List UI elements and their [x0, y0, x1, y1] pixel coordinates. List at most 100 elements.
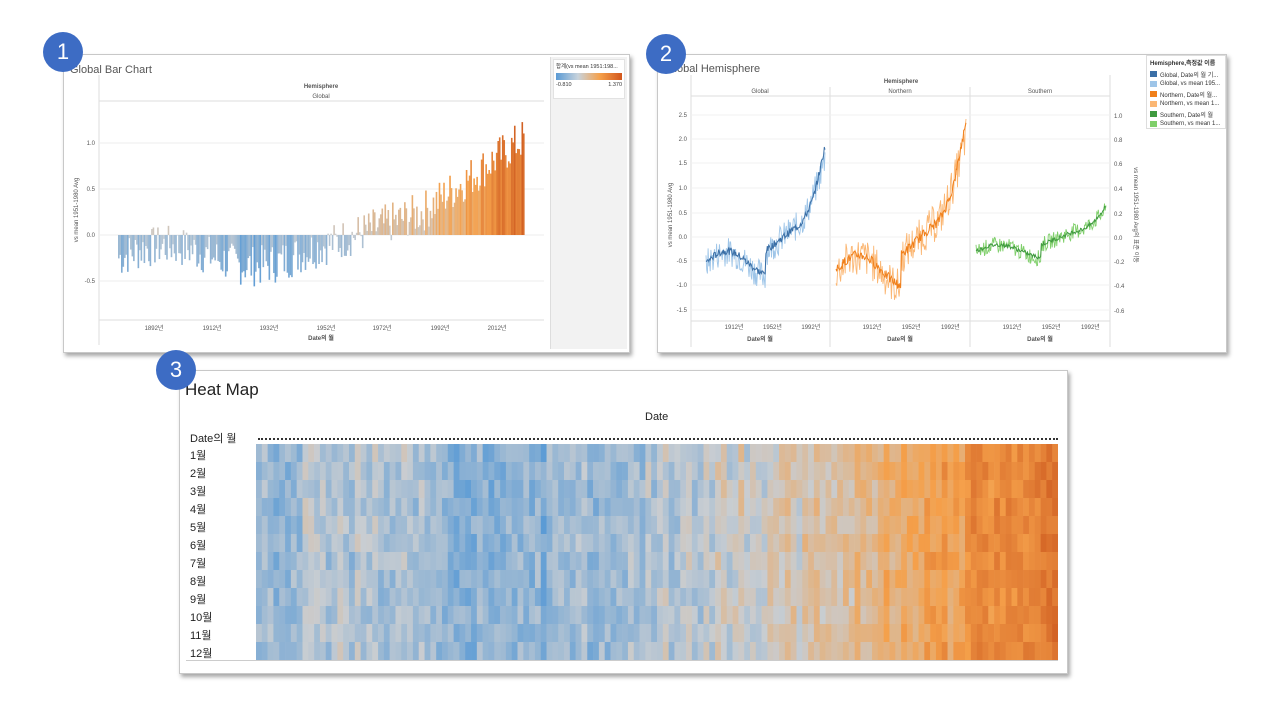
heat-cell — [476, 606, 483, 624]
heat-cell — [784, 462, 791, 480]
heat-cell — [447, 606, 454, 624]
heat-cell — [552, 462, 559, 480]
heat-cell — [523, 444, 530, 462]
heat-cell — [279, 606, 286, 624]
bar — [289, 235, 292, 276]
heat-cell — [1046, 570, 1053, 588]
heat-cell — [959, 588, 966, 606]
bar — [288, 235, 290, 278]
heat-cell — [256, 534, 263, 552]
heat-cell — [319, 588, 327, 606]
heat-cell — [279, 480, 286, 498]
heat-cell — [331, 588, 338, 606]
heat-cell — [372, 570, 379, 588]
heat-cell — [534, 516, 542, 534]
heat-cell — [261, 444, 268, 462]
heat-cell — [633, 516, 640, 534]
heat-cell — [947, 642, 954, 660]
heat-cell — [319, 516, 327, 534]
bar — [379, 214, 382, 235]
bar — [217, 235, 219, 261]
bar — [226, 235, 229, 272]
bar — [214, 235, 216, 261]
legend-item[interactable]: Global, vs mean 195... — [1147, 79, 1225, 89]
heat-cell — [802, 480, 809, 498]
heat-cell — [941, 480, 948, 498]
heat-cell — [424, 642, 431, 660]
heat-cell — [639, 462, 646, 480]
bar — [178, 235, 180, 254]
heat-cell — [860, 480, 867, 498]
heat-cell — [569, 624, 576, 642]
heat-cell — [767, 534, 774, 552]
heat-cell — [430, 480, 437, 498]
heat-cell — [302, 552, 309, 570]
heat-cell — [848, 516, 855, 534]
month-label: 5월 — [190, 522, 207, 534]
bar — [393, 219, 396, 235]
heat-cell — [1011, 642, 1018, 660]
heat-cell — [668, 624, 675, 642]
heat-cell — [970, 642, 977, 660]
heat-cell — [412, 480, 420, 498]
heat-cell — [337, 588, 344, 606]
heat-cell — [616, 516, 623, 534]
heat-cell — [436, 606, 443, 624]
heat-cell — [424, 624, 431, 642]
heat-cell — [924, 462, 931, 480]
bar — [239, 235, 242, 285]
heat-cell — [1028, 588, 1036, 606]
heat-cell — [999, 606, 1006, 624]
heat-cell — [935, 480, 943, 498]
bar — [322, 235, 325, 247]
heat-cell — [627, 534, 635, 552]
heat-cell — [424, 606, 431, 624]
heat-cell — [651, 498, 658, 516]
heat-cell — [598, 462, 605, 480]
month-label: 3월 — [190, 486, 207, 498]
heat-cell — [976, 588, 983, 606]
heat-cell — [872, 570, 879, 588]
heat-cell — [883, 642, 890, 660]
heat-cell — [366, 516, 373, 534]
bar — [212, 235, 215, 258]
legend-item[interactable]: Northern, vs mean 1... — [1147, 99, 1225, 109]
heat-cell — [674, 498, 681, 516]
bar — [184, 235, 186, 260]
bar — [452, 207, 454, 235]
heat-cell — [691, 444, 698, 462]
heat-cell — [441, 570, 449, 588]
bar — [444, 208, 447, 235]
heat-cell — [308, 480, 315, 498]
legend-item[interactable]: Northern, Date의 월... — [1147, 89, 1225, 99]
heat-cell — [860, 516, 867, 534]
legend-item[interactable]: Southern, Date의 월 — [1147, 109, 1225, 119]
heat-cell — [813, 642, 821, 660]
heat-cell — [1052, 516, 1058, 534]
month-label: 10월 — [190, 612, 213, 624]
heat-cell — [906, 498, 914, 516]
heat-cell — [581, 498, 588, 516]
heat-cell — [1040, 624, 1047, 642]
heat-cell — [575, 498, 582, 516]
legend-item[interactable]: Global, Date의 월 기... — [1147, 69, 1225, 79]
bar — [301, 235, 304, 263]
heat-cell — [471, 534, 478, 552]
bar — [364, 224, 367, 235]
bar — [512, 142, 515, 235]
heat-cell — [779, 552, 786, 570]
heat-cell — [854, 552, 861, 570]
heat-cell — [779, 570, 786, 588]
heat-cell — [1052, 570, 1058, 588]
heat-cell — [325, 624, 332, 642]
legend-item[interactable]: Southern, vs mean 1... — [1147, 119, 1225, 129]
heat-cell — [808, 606, 815, 624]
heat-cell — [633, 444, 640, 462]
bar — [170, 235, 173, 258]
heat-cell — [343, 606, 350, 624]
heat-cell — [279, 444, 286, 462]
heat-cell — [279, 534, 286, 552]
series-line-smoothed — [975, 205, 1106, 260]
bar — [346, 235, 349, 251]
heat-cell — [314, 534, 321, 552]
